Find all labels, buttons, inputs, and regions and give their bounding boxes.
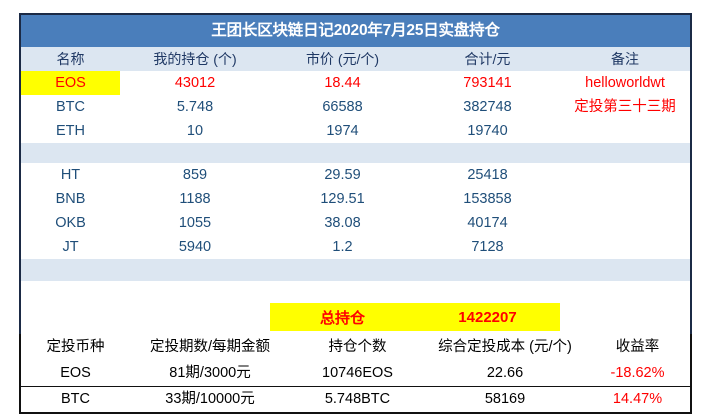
total-pad-left [20, 303, 120, 331]
plan-header-periods: 定投期数/每期金额 [130, 334, 290, 361]
cell-amount: 859 [120, 163, 270, 187]
cell-total: 7128 [415, 235, 560, 259]
cell-amount: 43012 [120, 71, 270, 95]
cell-price: 66588 [270, 95, 415, 119]
cell-amount: 5940 [120, 235, 270, 259]
cell-note [560, 163, 692, 187]
plan-header-row: 定投币种 定投期数/每期金额 持仓个数 综合定投成本 (元/个) 收益率 [20, 334, 691, 361]
table-row: HT 859 29.59 25418 [20, 163, 692, 187]
plan-cell-cost: 22.66 [425, 361, 585, 387]
plan-cell-coin: BTC [20, 386, 130, 413]
title-row: 王团长区块链日记2020年7月25日实盘持仓 [20, 14, 692, 47]
band-fill [20, 259, 692, 281]
header-note: 备注 [560, 47, 692, 71]
total-holdings-row: 总持仓 1422207 [20, 303, 692, 331]
cell-price: 1.2 [270, 235, 415, 259]
plan-cell-periods: 81期/3000元 [130, 361, 290, 387]
cell-total: 153858 [415, 187, 560, 211]
spacer-row [20, 281, 692, 303]
plan-cell-periods: 33期/10000元 [130, 386, 290, 413]
plan-cell-coin: EOS [20, 361, 130, 387]
table-row: BTC 5.748 66588 382748 定投第三十三期 [20, 95, 692, 119]
cell-note: 定投第三十三期 [560, 95, 692, 119]
plan-header-coin: 定投币种 [20, 334, 130, 361]
cell-amount: 10 [120, 119, 270, 143]
cell-total: 793141 [415, 71, 560, 95]
spacer-fill [20, 281, 692, 303]
plan-cell-rate: -18.62% [585, 361, 691, 387]
cell-coin-name: ETH [20, 119, 120, 143]
total-pad-left2 [120, 303, 270, 331]
cell-note [560, 119, 692, 143]
total-holdings-value: 1422207 [415, 303, 560, 331]
cell-price: 129.51 [270, 187, 415, 211]
table-row: EOS 43012 18.44 793141 helloworldwt [20, 71, 692, 95]
plan-cell-rate: 14.47% [585, 386, 691, 413]
cell-coin-name: EOS [20, 71, 120, 95]
plan-header-held: 持仓个数 [290, 334, 425, 361]
header-amount: 我的持仓 (个) [120, 47, 270, 71]
cell-amount: 1055 [120, 211, 270, 235]
header-name: 名称 [20, 47, 120, 71]
cell-total: 40174 [415, 211, 560, 235]
holdings-header-row: 名称 我的持仓 (个) 市价 (元/个) 合计/元 备注 [20, 47, 692, 71]
holdings-table: 王团长区块链日记2020年7月25日实盘持仓 名称 我的持仓 (个) 市价 (元… [19, 13, 693, 347]
band-fill [20, 143, 692, 163]
cell-coin-name: OKB [20, 211, 120, 235]
cell-price: 29.59 [270, 163, 415, 187]
sheet-title: 王团长区块链日记2020年7月25日实盘持仓 [20, 14, 692, 47]
cell-coin-name: HT [20, 163, 120, 187]
cell-total: 19740 [415, 119, 560, 143]
cell-note: helloworldwt [560, 71, 692, 95]
cell-coin-name: BTC [20, 95, 120, 119]
cell-amount: 1188 [120, 187, 270, 211]
cell-note [560, 211, 692, 235]
cell-note [560, 187, 692, 211]
cell-note [560, 235, 692, 259]
cell-total: 25418 [415, 163, 560, 187]
cell-coin-name: JT [20, 235, 120, 259]
plan-cell-held: 5.748BTC [290, 386, 425, 413]
separator-band [20, 143, 692, 163]
investment-plan-table: 定投币种 定投期数/每期金额 持仓个数 综合定投成本 (元/个) 收益率 EOS… [19, 334, 692, 414]
header-price: 市价 (元/个) [270, 47, 415, 71]
table-row: OKB 1055 38.08 40174 [20, 211, 692, 235]
cell-price: 18.44 [270, 71, 415, 95]
header-total: 合计/元 [415, 47, 560, 71]
plan-header-rate: 收益率 [585, 334, 691, 361]
cell-total: 382748 [415, 95, 560, 119]
cell-price: 1974 [270, 119, 415, 143]
plan-header-cost: 综合定投成本 (元/个) [425, 334, 585, 361]
total-pad-right [560, 303, 692, 331]
cell-coin-name: BNB [20, 187, 120, 211]
separator-band [20, 259, 692, 281]
plan-cell-held: 10746EOS [290, 361, 425, 387]
cell-price: 38.08 [270, 211, 415, 235]
plan-row: BTC 33期/10000元 5.748BTC 58169 14.47% [20, 386, 691, 413]
plan-row: EOS 81期/3000元 10746EOS 22.66 -18.62% [20, 361, 691, 387]
plan-cell-cost: 58169 [425, 386, 585, 413]
cell-amount: 5.748 [120, 95, 270, 119]
table-row: BNB 1188 129.51 153858 [20, 187, 692, 211]
total-holdings-label: 总持仓 [270, 303, 415, 331]
table-row: ETH 10 1974 19740 [20, 119, 692, 143]
table-row: JT 5940 1.2 7128 [20, 235, 692, 259]
